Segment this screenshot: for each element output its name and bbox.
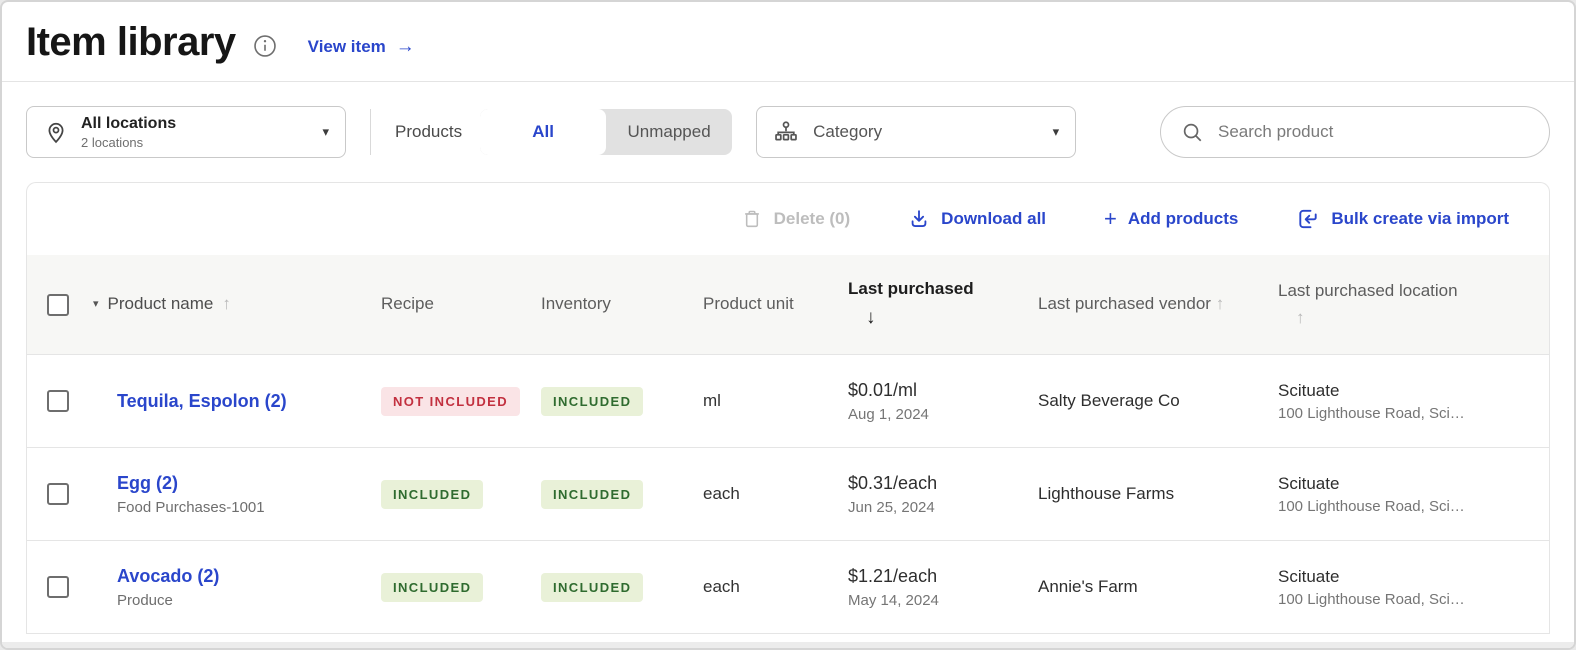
import-icon [1296, 207, 1320, 231]
view-item-label: View item [307, 36, 386, 56]
add-products-label: Add products [1127, 209, 1239, 228]
page-title: Item library [26, 20, 236, 64]
bulk-import-button[interactable]: Bulk create via import [1296, 207, 1509, 231]
table-toolbar: Delete (0) Download all + Add products [27, 183, 1549, 255]
view-item-link[interactable]: View item → [308, 36, 415, 58]
sort-asc-icon: ↑ [222, 294, 231, 314]
add-products-button[interactable]: + Add products [1104, 206, 1238, 232]
delete-button[interactable]: Delete (0) [741, 208, 851, 230]
sort-asc-icon: ↑ [1215, 294, 1225, 314]
last-purchased-price: $1.21/each [848, 565, 938, 586]
location-name: Scituate [1278, 380, 1340, 400]
select-all-checkbox[interactable] [47, 293, 69, 316]
location-label: All locations [81, 114, 177, 132]
info-icon[interactable] [252, 33, 278, 59]
product-unit-value: each [703, 484, 740, 503]
column-last-purchased[interactable]: Last purchased ↓ [848, 277, 1038, 331]
search-icon [1181, 121, 1204, 144]
product-unit-value: ml [703, 391, 721, 410]
last-purchased-date: May 14, 2024 [848, 591, 939, 609]
bulk-import-label: Bulk create via import [1331, 209, 1509, 228]
chevron-down-icon: ▾ [322, 124, 329, 139]
vendor-name: Salty Beverage Co [1038, 391, 1180, 410]
location-address: 100 Lighthouse Road, Sci… [1278, 497, 1465, 515]
last-purchased-price: $0.31/each [848, 472, 938, 493]
bottom-edge [2, 642, 1574, 648]
column-product-unit[interactable]: Product unit [703, 294, 794, 314]
location-name: Scituate [1278, 473, 1340, 493]
tab-all[interactable]: All [480, 109, 607, 155]
products-toggle: All Unmapped [480, 109, 733, 155]
filter-divider [370, 109, 371, 155]
last-purchased-date: Jun 25, 2024 [848, 498, 935, 516]
recipe-status-badge: NOT INCLUDED [381, 386, 521, 416]
location-pin-icon [43, 119, 69, 145]
search-input[interactable] [1218, 122, 1529, 142]
location-sublabel: 2 locations [81, 134, 144, 150]
search-box [1160, 106, 1550, 158]
vendor-name: Lighthouse Farms [1038, 484, 1175, 503]
table-row: Tequila, Espolon (2) NOT INCLUDED INCLUD… [27, 355, 1549, 448]
table-row: Egg (2) Food Purchases-1001 INCLUDED INC… [27, 448, 1549, 541]
page-header: Item library View item → [2, 2, 1574, 81]
header-divider [2, 81, 1574, 82]
download-all-button[interactable]: Download all [908, 208, 1046, 230]
download-all-label: Download all [941, 209, 1047, 228]
sort-asc-icon: ↑ [1296, 307, 1305, 327]
column-last-purchased-location[interactable]: Last purchased location ↑ [1278, 279, 1549, 330]
inventory-status-badge: INCLUDED [541, 572, 644, 602]
recipe-status-badge: INCLUDED [381, 479, 484, 509]
expand-caret-icon[interactable]: ▾ [93, 297, 99, 310]
last-purchased-date: Aug 1, 2024 [848, 405, 929, 423]
table-row: Avocado (2) Produce INCLUDED INCLUDED ea… [27, 541, 1549, 634]
plus-icon: + [1104, 206, 1117, 231]
product-name-link[interactable]: Avocado (2) [117, 565, 220, 586]
category-selector[interactable]: Category ▾ [756, 106, 1077, 158]
download-icon [908, 208, 930, 230]
inventory-status-badge: INCLUDED [541, 386, 644, 416]
column-recipe[interactable]: Recipe [381, 294, 434, 314]
location-address: 100 Lighthouse Road, Sci… [1278, 590, 1465, 608]
location-name: Scituate [1278, 566, 1340, 586]
products-label: Products [395, 122, 463, 141]
column-product-name[interactable]: ▾ Product name ↑ [93, 292, 381, 317]
product-name-link[interactable]: Egg (2) [117, 472, 178, 493]
category-hierarchy-icon [773, 119, 799, 145]
product-name-link[interactable]: Tequila, Espolon (2) [117, 390, 287, 411]
vendor-name: Annie's Farm [1038, 577, 1138, 596]
item-table-card: Delete (0) Download all + Add products [26, 182, 1550, 634]
sort-desc-icon: ↓ [866, 307, 876, 329]
last-purchased-price: $0.01/ml [848, 379, 918, 400]
filter-bar: All locations 2 locations ▾ Products All… [2, 82, 1574, 158]
table-header: ▾ Product name ↑ Recipe Inventory Produc… [27, 255, 1549, 355]
product-subtext: Food Purchases-1001 [117, 498, 265, 516]
delete-label: Delete (0) [773, 209, 851, 228]
row-checkbox[interactable] [47, 390, 69, 412]
product-subtext: Produce [117, 591, 173, 609]
row-checkbox[interactable] [47, 576, 69, 598]
tab-unmapped[interactable]: Unmapped [627, 122, 711, 141]
product-unit-value: each [703, 577, 740, 596]
row-checkbox[interactable] [47, 483, 69, 505]
column-last-purchased-vendor[interactable]: Last purchased vendor ↑ [1038, 294, 1225, 314]
arrow-right-icon: → [395, 35, 415, 57]
column-inventory[interactable]: Inventory [541, 294, 611, 314]
location-selector[interactable]: All locations 2 locations ▾ [26, 106, 346, 158]
trash-icon [741, 208, 763, 230]
chevron-down-icon: ▾ [1052, 124, 1060, 139]
location-address: 100 Lighthouse Road, Sci… [1278, 404, 1465, 422]
inventory-status-badge: INCLUDED [541, 479, 644, 509]
recipe-status-badge: INCLUDED [381, 572, 484, 602]
category-label: Category [813, 122, 883, 141]
